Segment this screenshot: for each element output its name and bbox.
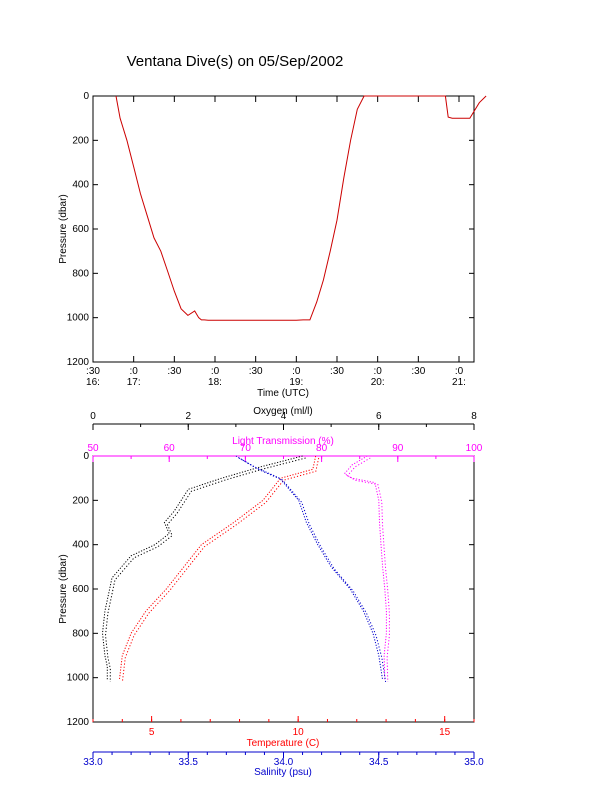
profile-tick-label: 34.0 [274, 757, 294, 768]
profile-tick-label: 50 [87, 443, 99, 454]
x-tick-label-hour: 17: [127, 377, 141, 388]
profile-panel: 0 200 400 600 800 1000 1200 0 2 4 6 8 50 60 70 80 90 100 5… [58, 406, 484, 778]
salinity-axis-label: Salinity (psu) [254, 767, 312, 778]
y-tick-label: 400 [72, 180, 89, 191]
profile-tick-label: 5 [149, 727, 155, 738]
salinity-profile [235, 455, 384, 680]
light-transmission-profile [343, 455, 387, 680]
y-tick-label: 1000 [67, 313, 90, 324]
temperature-profile-upcast [121, 457, 320, 682]
top-pressure-axis-label: Pressure (dbar) [58, 194, 69, 263]
profile-tick-label: 8 [471, 411, 477, 422]
oxygen-profile-upcast [104, 457, 306, 682]
profile-tick-label: 2 [185, 411, 191, 422]
oxygen-profile [101, 455, 303, 680]
salinity-profile-upcast [238, 457, 387, 682]
x-tick-label-minute: :0 [455, 366, 464, 377]
x-tick-label-minute: :30 [249, 366, 263, 377]
profile-tick-label: 70 [240, 443, 252, 454]
x-tick-label-minute: :30 [167, 366, 181, 377]
y-tick-label: 1200 [67, 357, 90, 368]
profile-tick-label: 60 [164, 443, 176, 454]
y-tick-label: 200 [72, 495, 89, 506]
x-tick-label-hour: 19: [289, 377, 303, 388]
x-tick-label-minute: :0 [129, 366, 138, 377]
chart-title: Ventana Dive(s) on 05/Sep/2002 [127, 53, 344, 70]
light-transmission-axis-label: Light Transmission (%) [232, 436, 334, 447]
x-tick-label-minute: :0 [211, 366, 220, 377]
bottom-pressure-axis-label: Pressure (dbar) [58, 554, 69, 623]
light-transmission-profile-upcast [346, 457, 390, 682]
profile-tick-label: 15 [439, 727, 451, 738]
profile-tick-label: 33.5 [179, 757, 199, 768]
x-tick-label-minute: :0 [373, 366, 382, 377]
profile-tick-label: 100 [466, 443, 483, 454]
profile-tick-label: 10 [293, 727, 305, 738]
profile-tick-label: 35.0 [464, 757, 484, 768]
x-tick-label-minute: :0 [292, 366, 301, 377]
y-tick-label: 0 [83, 451, 89, 462]
x-tick-label-minute: :30 [330, 366, 344, 377]
profile-plot-frame [92, 455, 475, 723]
y-tick-label: 1200 [67, 717, 90, 728]
profile-tick-label: 34.5 [369, 757, 389, 768]
x-tick-label-hour: 18: [208, 377, 222, 388]
time-series-panel: 020040060080010001200:3016::017::30:018:… [58, 91, 487, 399]
time-axis-label: Time (UTC) [257, 388, 309, 399]
profile-tick-label: 6 [376, 411, 382, 422]
y-tick-label: 600 [72, 224, 89, 235]
y-tick-label: 400 [72, 540, 89, 551]
temperature-profile [118, 455, 317, 680]
y-tick-label: 600 [72, 584, 89, 595]
x-tick-label-minute: :30 [86, 366, 100, 377]
profile-tick-label: 0 [90, 411, 96, 422]
profile-tick-label: 33.0 [83, 757, 103, 768]
oxygen-axis-label: Oxygen (ml/l) [253, 406, 312, 417]
temperature-axis-label: Temperature (C) [247, 738, 320, 749]
x-tick-label-hour: 20: [371, 377, 385, 388]
profile-tick-label: 80 [316, 443, 328, 454]
time-series-plot-frame [92, 95, 475, 363]
y-tick-label: 800 [72, 268, 89, 279]
y-tick-label: 1000 [67, 673, 90, 684]
y-tick-label: 0 [83, 91, 89, 102]
profile-tick-label: 4 [281, 411, 287, 422]
depth-trace [115, 95, 487, 321]
x-tick-label-hour: 21: [452, 377, 466, 388]
profile-tick-label: 90 [392, 443, 404, 454]
y-tick-label: 200 [72, 135, 89, 146]
y-tick-label: 800 [72, 628, 89, 639]
x-tick-label-minute: :30 [411, 366, 425, 377]
x-tick-label-hour: 16: [86, 377, 100, 388]
